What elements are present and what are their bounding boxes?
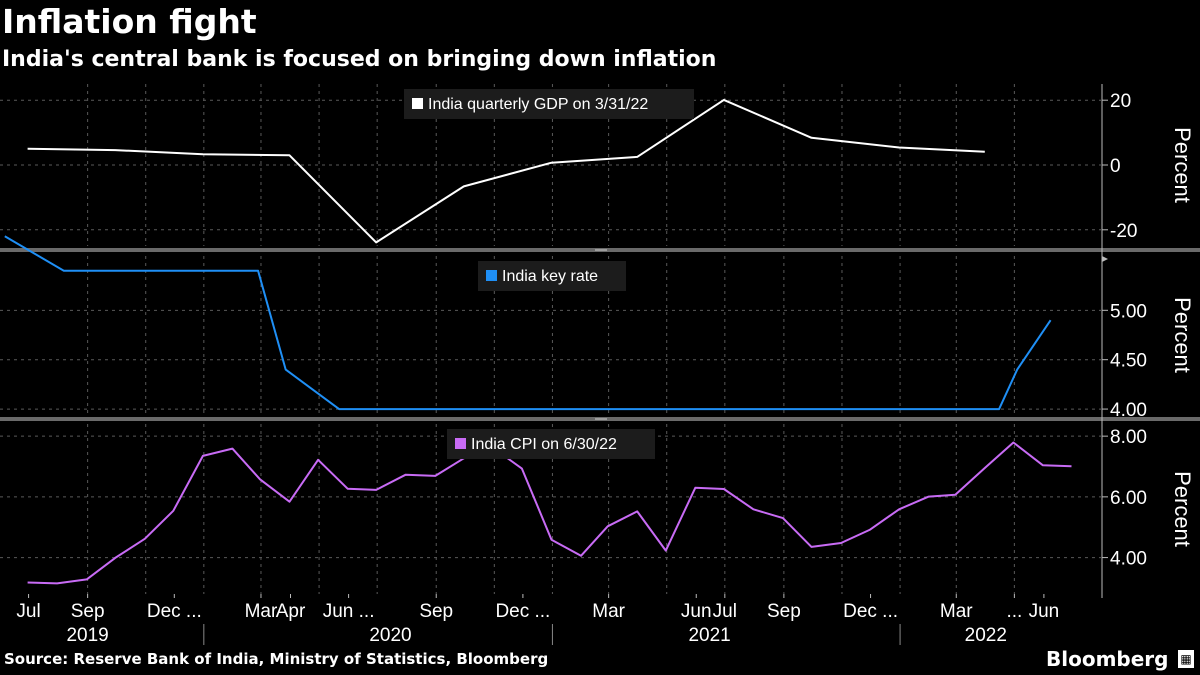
x-tick-label: Jun ... <box>323 601 375 622</box>
x-tick-label: Sep <box>419 601 453 622</box>
series-line-gdp <box>27 98 985 244</box>
x-tick-label: Jul <box>16 601 40 622</box>
x-tick-label: Sep <box>767 601 801 622</box>
y-tick-label: 20 <box>1110 91 1131 112</box>
legend-box <box>478 261 626 291</box>
legend-label: India CPI on 6/30/22 <box>471 436 617 453</box>
y-tick-label: 4.00 <box>1110 400 1147 421</box>
x-tick-label: Sep <box>71 601 105 622</box>
series-line-rate <box>4 235 1052 411</box>
source-note: Source: Reserve Bank of India, Ministry … <box>4 650 549 668</box>
x-tick-label: Mar <box>592 601 625 622</box>
chart-area: 20 0 -20 Percent India quarterly GDP on 3/31… <box>0 84 1200 645</box>
legend-box <box>447 429 655 459</box>
x-tick-label: Jun <box>1029 601 1060 622</box>
brand-logo: Bloomberg <box>1046 647 1169 671</box>
chart-subtitle: India's central bank is focused on bring… <box>2 47 717 72</box>
legend-label: India key rate <box>502 268 598 285</box>
legend-label: India quarterly GDP on 3/31/22 <box>428 96 648 113</box>
x-tick-label: Dec ... <box>843 601 898 622</box>
x-tick-label: Mar <box>940 601 973 622</box>
y-tick-label: 8.00 <box>1110 427 1147 448</box>
x-tick-label: Mar <box>245 601 278 622</box>
x-tick-label: Jul <box>713 601 737 622</box>
legend-swatch <box>412 98 423 109</box>
y-tick-label: 6.00 <box>1110 488 1147 509</box>
bloomberg-terminal-icon: ▦ <box>1178 650 1194 668</box>
x-tick-label: Dec ... <box>495 601 550 622</box>
x-year-label: 2019 <box>66 625 108 645</box>
y-tick-label: 4.50 <box>1110 351 1147 372</box>
x-tick-label: Dec ... <box>147 601 202 622</box>
x-tick-label: Apr <box>276 601 306 622</box>
series-line-cpi <box>27 441 1072 585</box>
y-tick-label: 5.00 <box>1110 301 1147 322</box>
x-year-label: 2022 <box>965 625 1007 645</box>
chart-title: Inflation fight <box>2 2 257 41</box>
y-tick-label: 0 <box>1110 156 1121 177</box>
y-axis-unit-label: Percent <box>1170 471 1195 547</box>
y-axis-unit-label: Percent <box>1170 297 1195 373</box>
x-tick-label: Jun <box>681 601 712 622</box>
legend-swatch <box>455 438 466 449</box>
y-tick-label: -20 <box>1110 221 1137 242</box>
axis-overflow-marker <box>1102 256 1108 262</box>
x-year-label: 2020 <box>369 625 411 645</box>
legend-box <box>404 89 694 119</box>
y-axis-unit-label: Percent <box>1170 127 1195 203</box>
x-year-label: 2021 <box>688 625 730 645</box>
legend-swatch <box>486 270 497 281</box>
y-tick-label: 4.00 <box>1110 549 1147 570</box>
x-tick-label: ... <box>1006 601 1022 622</box>
